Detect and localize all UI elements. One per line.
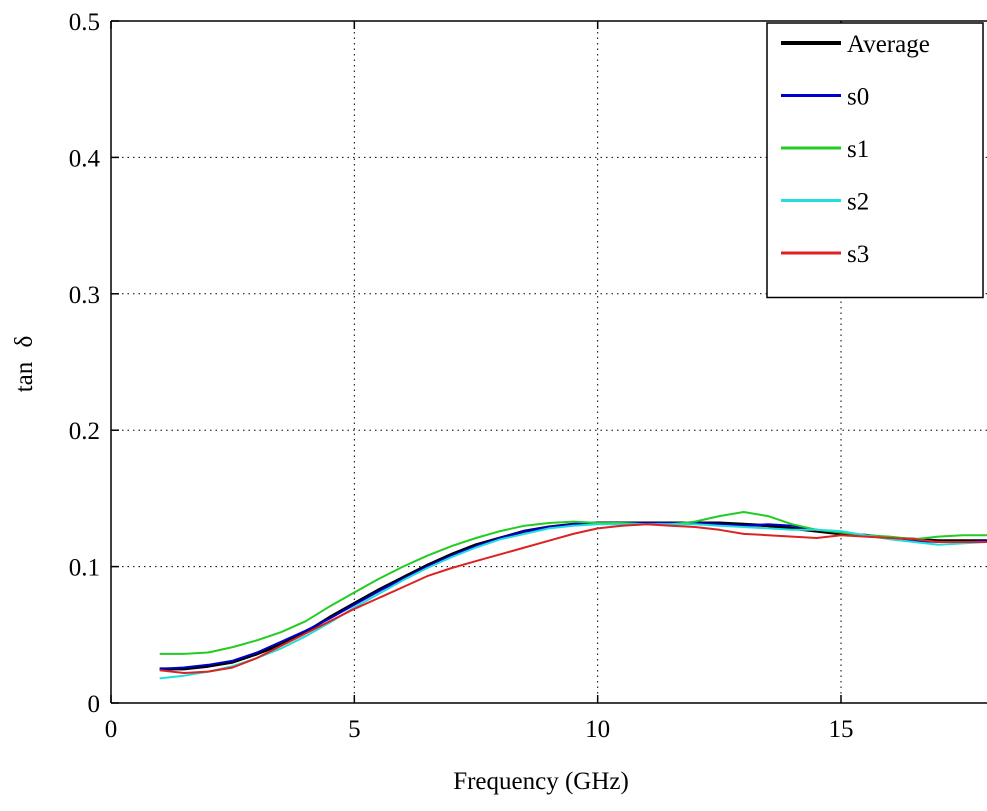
y-tick-label: 0	[88, 691, 101, 718]
y-tick-label: 0.4	[69, 145, 101, 172]
tick-labels: 0 5 10 15 0 0.1 0.2 0.3 0.4 0.5	[69, 9, 854, 743]
x-tick-label: 0	[105, 716, 118, 743]
legend: Average s0 s1 s2 s3	[766, 22, 984, 299]
y-tick-label: 0.1	[69, 555, 100, 582]
x-tick-label: 10	[585, 716, 610, 743]
y-axis-label: tan δ	[11, 336, 38, 393]
y-tick-label: 0.3	[69, 282, 100, 309]
y-tick-label: 0.2	[69, 418, 100, 445]
legend-label-average: Average	[847, 31, 930, 58]
series-layer	[159, 511, 987, 680]
x-tick-label: 15	[829, 716, 854, 743]
legend-label-s3: s3	[847, 241, 869, 268]
x-tick-label: 5	[348, 716, 361, 743]
legend-label-s0: s0	[847, 84, 869, 111]
x-axis-label: Frequency (GHz)	[453, 768, 629, 795]
grid	[111, 21, 987, 703]
y-tick-label: 0.5	[69, 9, 100, 36]
series-line-s2	[159, 523, 987, 680]
legend-label-s2: s2	[847, 189, 869, 216]
series-line-s3	[159, 523, 987, 674]
legend-label-s1: s1	[847, 136, 869, 163]
legend-box	[766, 22, 984, 299]
